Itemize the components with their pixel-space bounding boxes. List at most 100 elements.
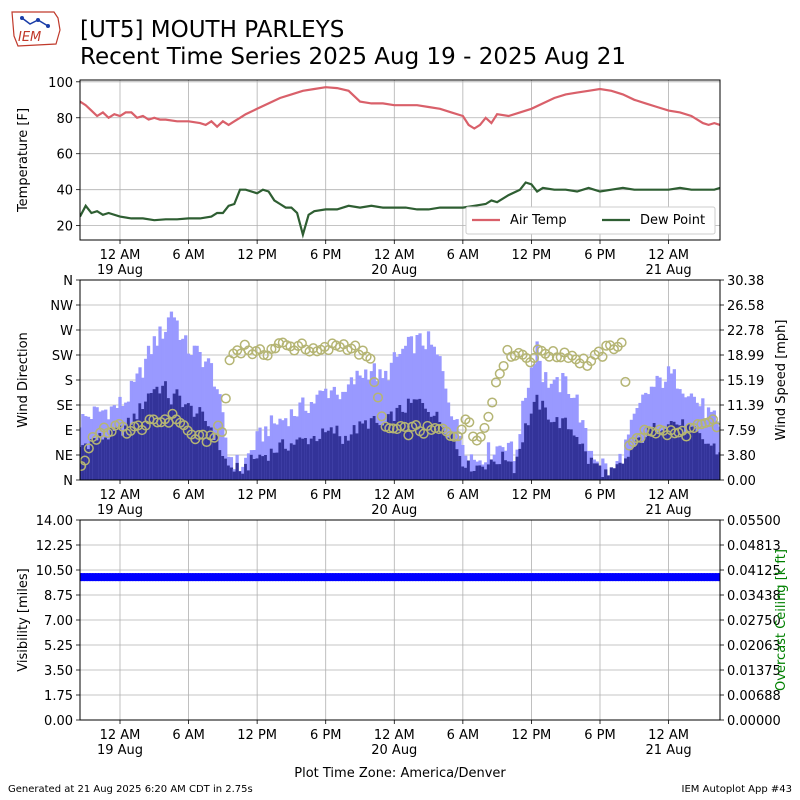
speed-bar [209, 427, 214, 480]
plot-area [80, 573, 720, 582]
x-tick-label: 12 PM [237, 488, 277, 503]
visibility-point [618, 573, 622, 582]
gust-bar [266, 436, 271, 480]
visibility-point [143, 573, 148, 582]
visibility-point [540, 573, 545, 582]
y2-tick-label: 0.02063 [727, 639, 781, 654]
visibility-point [129, 573, 134, 582]
speed-bar [409, 402, 414, 480]
wind-direction-point [372, 392, 384, 403]
x-tick-label: 6 AM [172, 488, 205, 503]
speed-bar [678, 425, 682, 480]
wind-direction-point [266, 344, 277, 355]
visibility-point [680, 573, 685, 582]
speed-bar [701, 439, 705, 480]
wind-direction-point [216, 426, 228, 438]
speed-bar [598, 465, 602, 480]
speed-bar [515, 456, 519, 480]
speed-bar [304, 438, 308, 480]
speed-bar [389, 411, 394, 480]
visibility-point [529, 573, 534, 582]
visibility-point [292, 573, 297, 582]
visibility-point [683, 573, 688, 582]
speed-bar [635, 437, 639, 480]
gust-bar [349, 377, 354, 480]
speed-bar [438, 422, 442, 480]
speed-bar [444, 434, 448, 480]
speed-bar [401, 411, 405, 480]
speed-bar [309, 438, 314, 480]
speed-bar [129, 424, 134, 480]
speed-bar [564, 417, 568, 480]
speed-bar [526, 425, 531, 480]
speed-bar [661, 430, 665, 480]
speed-bar [458, 456, 462, 480]
visibility-point [372, 573, 377, 582]
x-tick-label: 6 AM [172, 728, 205, 743]
axes-frame [79, 519, 721, 721]
gust-bar [461, 445, 465, 480]
gust-bar [218, 394, 222, 480]
visibility-point [172, 573, 177, 582]
visibility-point [89, 573, 94, 582]
wind-direction-point [479, 422, 490, 433]
x-tick-label: 6 PM [584, 248, 615, 263]
speed-bar [138, 403, 142, 480]
visibility-point [472, 573, 477, 582]
speed-bar [86, 449, 91, 480]
speed-bar [541, 400, 545, 480]
visibility-point [278, 573, 282, 582]
visibility-point [543, 573, 548, 582]
y-tick-label: S [65, 374, 73, 389]
visibility-point [269, 573, 274, 582]
speed-bar [84, 443, 88, 480]
visibility-point [238, 573, 242, 582]
gust-bar [246, 453, 251, 480]
wind-direction-point [681, 431, 692, 442]
speed-bar [655, 433, 659, 480]
visibility-point [523, 573, 528, 582]
visibility-point [312, 573, 317, 582]
speed-bar [566, 429, 571, 480]
y2-tick-label: 0.04813 [727, 539, 781, 554]
visibility-point [286, 573, 291, 582]
speed-bar [95, 440, 99, 480]
gust-bar [429, 344, 434, 480]
visibility-point [186, 573, 191, 582]
visibility-point [135, 573, 140, 582]
speed-bar [172, 393, 176, 480]
x-tick-label: 6 AM [172, 248, 205, 263]
y-tick-label: SE [57, 399, 73, 414]
visibility-point [120, 573, 125, 582]
y2-tick-label: 18.99 [727, 349, 764, 364]
x-tick-label: 6 AM [447, 728, 480, 743]
speed-bar [109, 427, 114, 480]
speed-bar [155, 386, 159, 480]
visibility-point [386, 573, 391, 582]
speed-bar [441, 427, 445, 480]
speed-bar [104, 437, 108, 480]
visibility-point [223, 573, 228, 582]
gust-bar [169, 311, 174, 480]
speed-bar [392, 421, 396, 480]
visibility-point [235, 573, 240, 582]
wind-direction-point [258, 349, 269, 361]
gust-bar [469, 454, 474, 480]
visibility-point [169, 573, 174, 582]
wind-direction-point [369, 377, 380, 388]
gust-bar [269, 415, 274, 480]
visibility-point [460, 573, 465, 582]
visibility-point [469, 573, 474, 582]
speed-bar [178, 395, 182, 480]
speed-bar [652, 423, 656, 480]
y-axis-label: Visibility [miles] [16, 568, 31, 671]
visibility-point [598, 573, 602, 582]
visibility-point [583, 573, 588, 582]
speed-bar [281, 439, 285, 480]
visibility-point [295, 573, 300, 582]
visibility-point [243, 573, 248, 582]
x-axis-label: Plot Time Zone: America/Denver [294, 766, 506, 781]
visibility-point [360, 573, 365, 582]
